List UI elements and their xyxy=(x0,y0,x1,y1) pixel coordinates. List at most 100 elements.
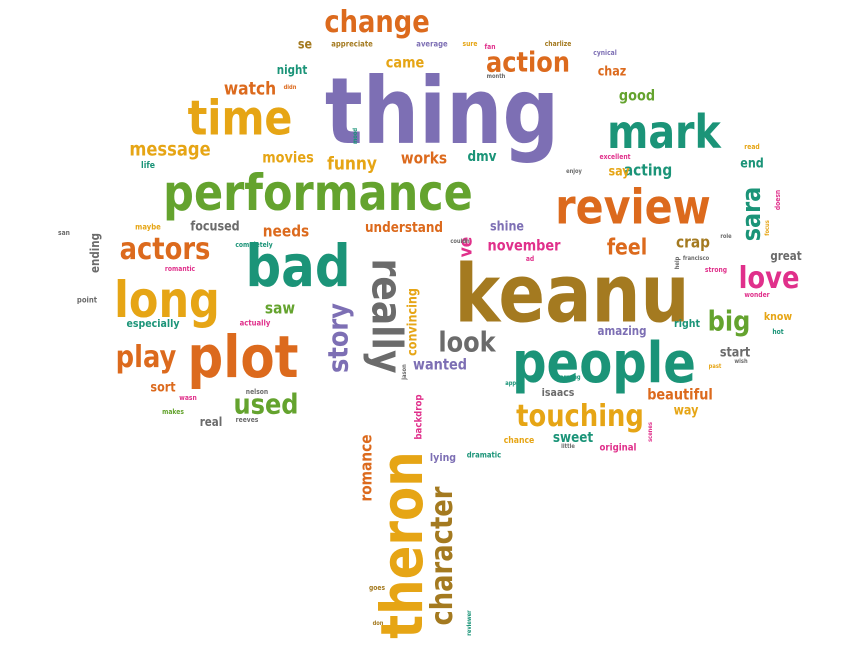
word-point: point xyxy=(77,295,98,305)
word-crap: crap xyxy=(676,232,710,251)
word-ad: ad xyxy=(526,255,535,264)
word-excellent: excellent xyxy=(600,153,631,162)
word-funny: funny xyxy=(327,152,377,173)
word-month: month xyxy=(487,74,506,80)
word-movies: movies xyxy=(262,149,313,166)
word-romantic: romantic xyxy=(165,265,195,274)
word-right: right xyxy=(674,318,700,331)
word-appreciate: appreciate xyxy=(331,39,373,49)
word-sort: sort xyxy=(150,379,175,394)
word-san: san xyxy=(58,229,70,238)
word-enjoy: enjoy xyxy=(566,169,582,175)
word-used: used xyxy=(233,389,298,421)
word-character: character xyxy=(424,486,459,625)
word-charming: charming xyxy=(553,375,580,381)
word-dmv: dmv xyxy=(467,149,496,165)
word-especially: especially xyxy=(126,318,179,331)
word-acting: acting xyxy=(624,160,672,179)
word-needs: needs xyxy=(263,221,310,240)
word-ve: ve xyxy=(454,237,475,258)
word-read: read xyxy=(744,143,760,152)
word-fan: fan xyxy=(485,43,496,52)
word-sara: sara xyxy=(735,187,766,241)
word-action: action xyxy=(486,47,570,79)
word-scenes: scenes xyxy=(648,421,654,441)
word-makes: makes xyxy=(162,408,184,417)
word-message: message xyxy=(129,139,210,160)
word-love: love xyxy=(739,260,800,295)
word-wish: wish xyxy=(734,359,747,365)
word-keanu: keanu xyxy=(455,247,690,340)
word-story: story xyxy=(323,303,355,373)
word-bad: bad xyxy=(245,232,350,300)
word-watch: watch xyxy=(224,77,276,98)
word-sure: sure xyxy=(463,40,478,49)
word-big: big xyxy=(708,306,751,338)
word-look: look xyxy=(438,327,496,359)
word-francisco: francisco xyxy=(683,256,710,262)
word-romance: romance xyxy=(356,434,375,501)
word-charlize: charlize xyxy=(545,40,572,49)
word-ending: ending xyxy=(88,233,102,273)
word-dramatic: dramatic xyxy=(467,450,501,460)
word-start: start xyxy=(720,344,751,359)
word-theron: theron xyxy=(368,451,436,639)
word-night: night xyxy=(277,63,308,77)
word-appeal: appeal xyxy=(505,381,525,387)
word-chance: chance xyxy=(504,435,535,446)
word-time: time xyxy=(188,90,293,147)
word-way: way xyxy=(674,402,699,417)
word-mark: mark xyxy=(607,106,722,160)
word-cynical: cynical xyxy=(593,49,616,58)
word-jason: jason xyxy=(402,364,408,380)
word-review: review xyxy=(555,179,710,236)
word-mood: mood xyxy=(353,128,359,144)
word-original: original xyxy=(599,442,636,454)
word-end: end xyxy=(740,155,764,170)
word-maybe: maybe xyxy=(135,222,161,232)
word-saw: saw xyxy=(265,298,295,317)
word-average: average xyxy=(416,39,447,49)
word-wasn: wasn xyxy=(179,394,197,403)
word-november: november xyxy=(488,237,561,254)
word-play: play xyxy=(116,339,177,374)
word-amazing: amazing xyxy=(598,324,647,338)
word-performance: performance xyxy=(163,164,473,222)
word-feel: feel xyxy=(607,234,647,260)
word-help: help xyxy=(675,257,681,270)
word-thing: thing xyxy=(325,58,559,165)
word-didn: didn xyxy=(284,85,297,91)
word-beautiful: beautiful xyxy=(647,386,713,403)
word-nelson: nelson xyxy=(246,388,269,397)
word-reeves: reeves xyxy=(236,416,259,425)
word-long: long xyxy=(114,271,220,329)
word-doesn: doesn xyxy=(774,189,783,210)
word-actors: actors xyxy=(120,231,211,266)
word-role: role xyxy=(720,234,732,240)
word-little: little xyxy=(561,444,575,450)
word-hot: hot xyxy=(772,328,783,337)
word-great: great xyxy=(770,249,802,263)
word-really: really xyxy=(362,259,410,374)
word-good: good xyxy=(619,87,655,104)
word-goes: goes xyxy=(369,584,385,593)
word-backdrop: backdrop xyxy=(413,394,425,439)
word-reviewer: reviewer xyxy=(467,610,473,636)
word-se: se xyxy=(298,36,312,51)
word-focus: focus xyxy=(765,220,771,236)
word-lying: lying xyxy=(430,452,456,465)
word-strong: strong xyxy=(705,266,727,275)
word-plot: plot xyxy=(188,323,299,391)
word-wanted: wanted xyxy=(413,356,467,373)
word-real: real xyxy=(200,415,223,429)
word-convincing: convincing xyxy=(404,288,419,356)
word-don: don xyxy=(373,621,384,627)
word-couldn: couldn xyxy=(450,239,469,245)
word-sweet: sweet xyxy=(553,430,593,446)
word-say: say xyxy=(608,163,629,178)
word-touching: touching xyxy=(516,398,644,433)
word-isaacs: isaacs xyxy=(542,387,575,400)
word-people: people xyxy=(512,332,696,396)
